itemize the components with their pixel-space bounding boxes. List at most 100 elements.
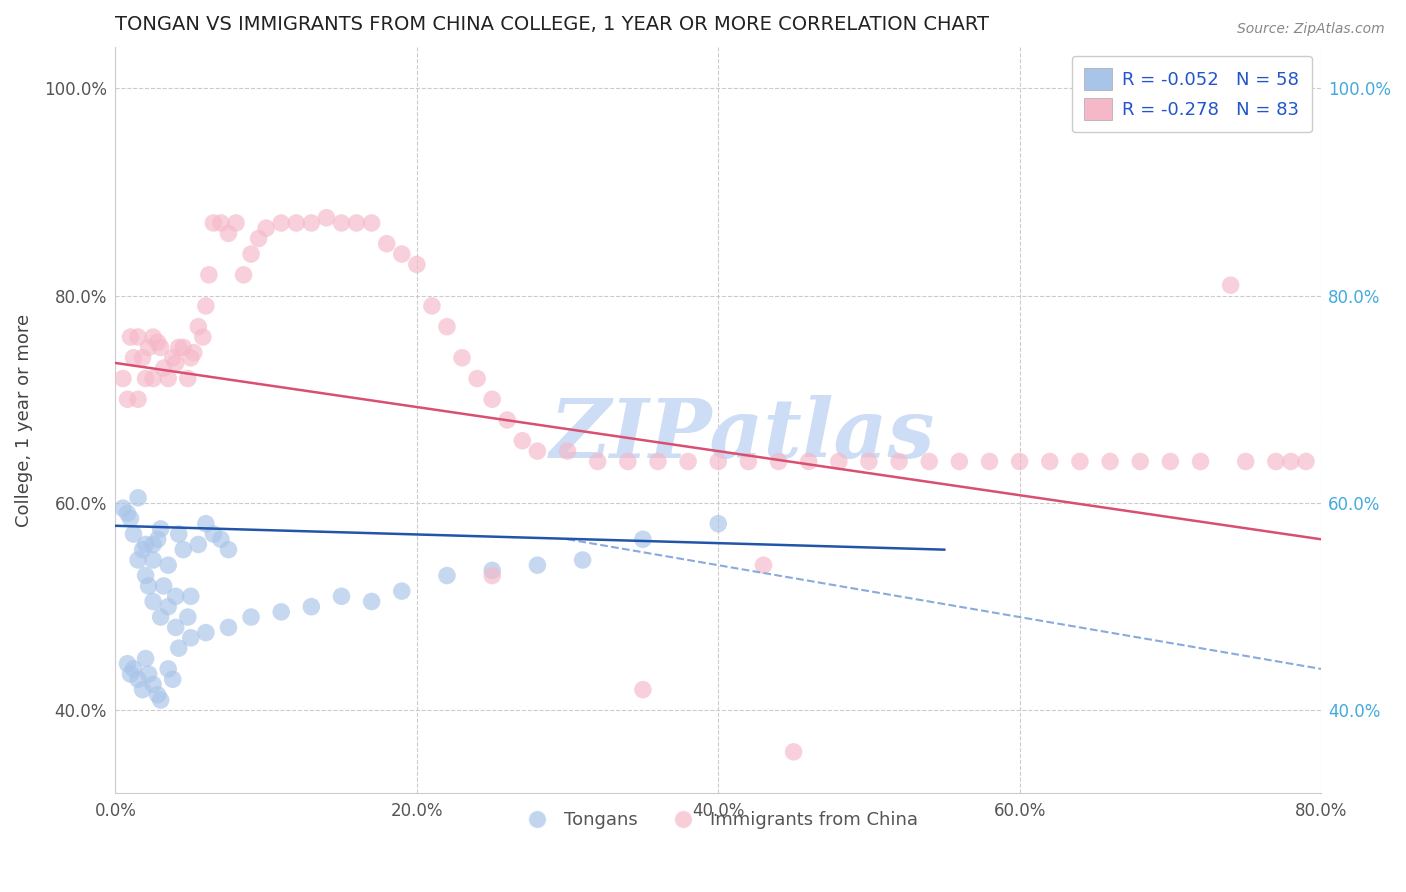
Point [152, 579, 174, 593]
Point [360, 216, 382, 230]
Point [217, 620, 239, 634]
Point [631, 533, 654, 547]
Point [1159, 454, 1181, 468]
Point [131, 542, 153, 557]
Point [360, 594, 382, 608]
Point [496, 413, 519, 427]
Point [465, 371, 488, 385]
Point [481, 563, 503, 577]
Point [391, 247, 413, 261]
Point [676, 454, 699, 468]
Point [111, 371, 134, 385]
Point [270, 216, 292, 230]
Point [142, 371, 165, 385]
Point [451, 351, 474, 365]
Point [135, 568, 157, 582]
Point [120, 667, 142, 681]
Point [122, 527, 145, 541]
Point [111, 501, 134, 516]
Point [240, 610, 263, 624]
Point [557, 444, 579, 458]
Point [202, 527, 225, 541]
Point [918, 454, 941, 468]
Point [526, 444, 548, 458]
Point [162, 351, 184, 365]
Point [117, 392, 139, 407]
Point [127, 392, 149, 407]
Point [127, 553, 149, 567]
Point [167, 340, 190, 354]
Point [1099, 454, 1122, 468]
Point [117, 657, 139, 671]
Point [436, 319, 458, 334]
Point [299, 599, 322, 614]
Point [142, 594, 165, 608]
Point [1295, 454, 1317, 468]
Point [138, 340, 160, 354]
Point [1008, 454, 1031, 468]
Point [1279, 454, 1302, 468]
Point [1039, 454, 1062, 468]
Point [828, 454, 851, 468]
Point [122, 662, 145, 676]
Point [375, 236, 398, 251]
Point [177, 610, 200, 624]
Point [149, 693, 172, 707]
Point [481, 568, 503, 582]
Legend: Tongans, Immigrants from China: Tongans, Immigrants from China [512, 805, 925, 837]
Point [330, 590, 353, 604]
Point [167, 641, 190, 656]
Point [187, 319, 209, 334]
Point [299, 216, 322, 230]
Point [247, 231, 270, 245]
Point [707, 516, 730, 531]
Point [162, 673, 184, 687]
Point [149, 610, 172, 624]
Point [180, 590, 202, 604]
Point [631, 682, 654, 697]
Point [149, 340, 172, 354]
Point [146, 335, 169, 350]
Point [142, 330, 165, 344]
Point [183, 345, 205, 359]
Point [346, 216, 368, 230]
Point [187, 537, 209, 551]
Point [198, 268, 221, 282]
Point [127, 491, 149, 505]
Y-axis label: College, 1 year or more: College, 1 year or more [15, 313, 32, 526]
Point [131, 351, 153, 365]
Point [752, 558, 775, 573]
Point [142, 537, 165, 551]
Point [225, 216, 247, 230]
Point [191, 330, 214, 344]
Text: Source: ZipAtlas.com: Source: ZipAtlas.com [1237, 22, 1385, 37]
Point [1069, 454, 1091, 468]
Point [127, 330, 149, 344]
Point [172, 340, 194, 354]
Point [405, 257, 427, 271]
Point [165, 620, 187, 634]
Point [768, 454, 790, 468]
Point [217, 227, 239, 241]
Point [165, 356, 187, 370]
Point [782, 745, 804, 759]
Point [180, 351, 202, 365]
Point [135, 651, 157, 665]
Point [117, 506, 139, 520]
Point [135, 537, 157, 551]
Point [887, 454, 910, 468]
Point [1129, 454, 1152, 468]
Point [127, 673, 149, 687]
Point [647, 454, 669, 468]
Point [270, 605, 292, 619]
Point [1264, 454, 1286, 468]
Point [194, 299, 217, 313]
Point [138, 667, 160, 681]
Text: ZIPatlas: ZIPatlas [550, 395, 935, 475]
Point [617, 454, 640, 468]
Point [217, 542, 239, 557]
Point [1189, 454, 1212, 468]
Point [797, 454, 820, 468]
Point [120, 511, 142, 525]
Point [330, 216, 353, 230]
